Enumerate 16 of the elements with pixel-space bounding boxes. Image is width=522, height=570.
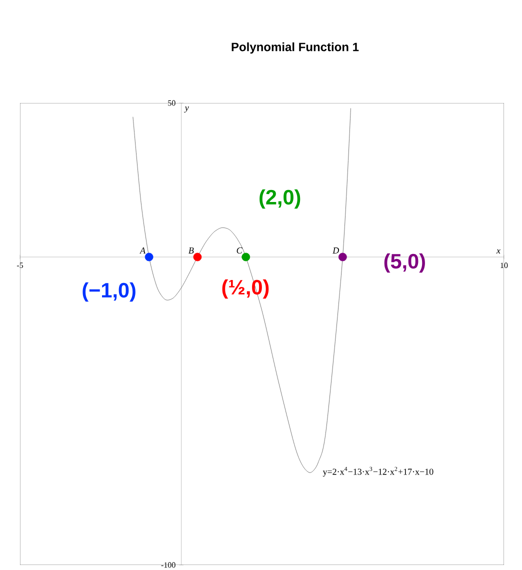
x-tick-label: 10 bbox=[500, 262, 508, 268]
series-label: (5,0) bbox=[384, 253, 425, 273]
annotation: C bbox=[236, 247, 242, 254]
series-label: (−1,0) bbox=[82, 282, 136, 302]
text: (2,0) bbox=[260, 189, 300, 209]
y-tick-label: -100 bbox=[161, 562, 176, 568]
annotation: D bbox=[332, 248, 340, 254]
series-label: (½,0) bbox=[222, 279, 269, 299]
chart-title: Polynomial Function 1 bbox=[232, 42, 359, 54]
y-axis-title: y bbox=[184, 106, 189, 113]
annotation: B bbox=[188, 248, 194, 254]
annotation: y=2·x$^{4}$−13·x$^{3}$−12·x$^{2}$+17·x−10 bbox=[322, 466, 434, 477]
x-axis-title: x bbox=[496, 249, 500, 254]
y-tick-label: 50 bbox=[168, 100, 176, 106]
x-tick-label: -5 bbox=[16, 262, 24, 268]
annotation: A bbox=[140, 248, 146, 254]
